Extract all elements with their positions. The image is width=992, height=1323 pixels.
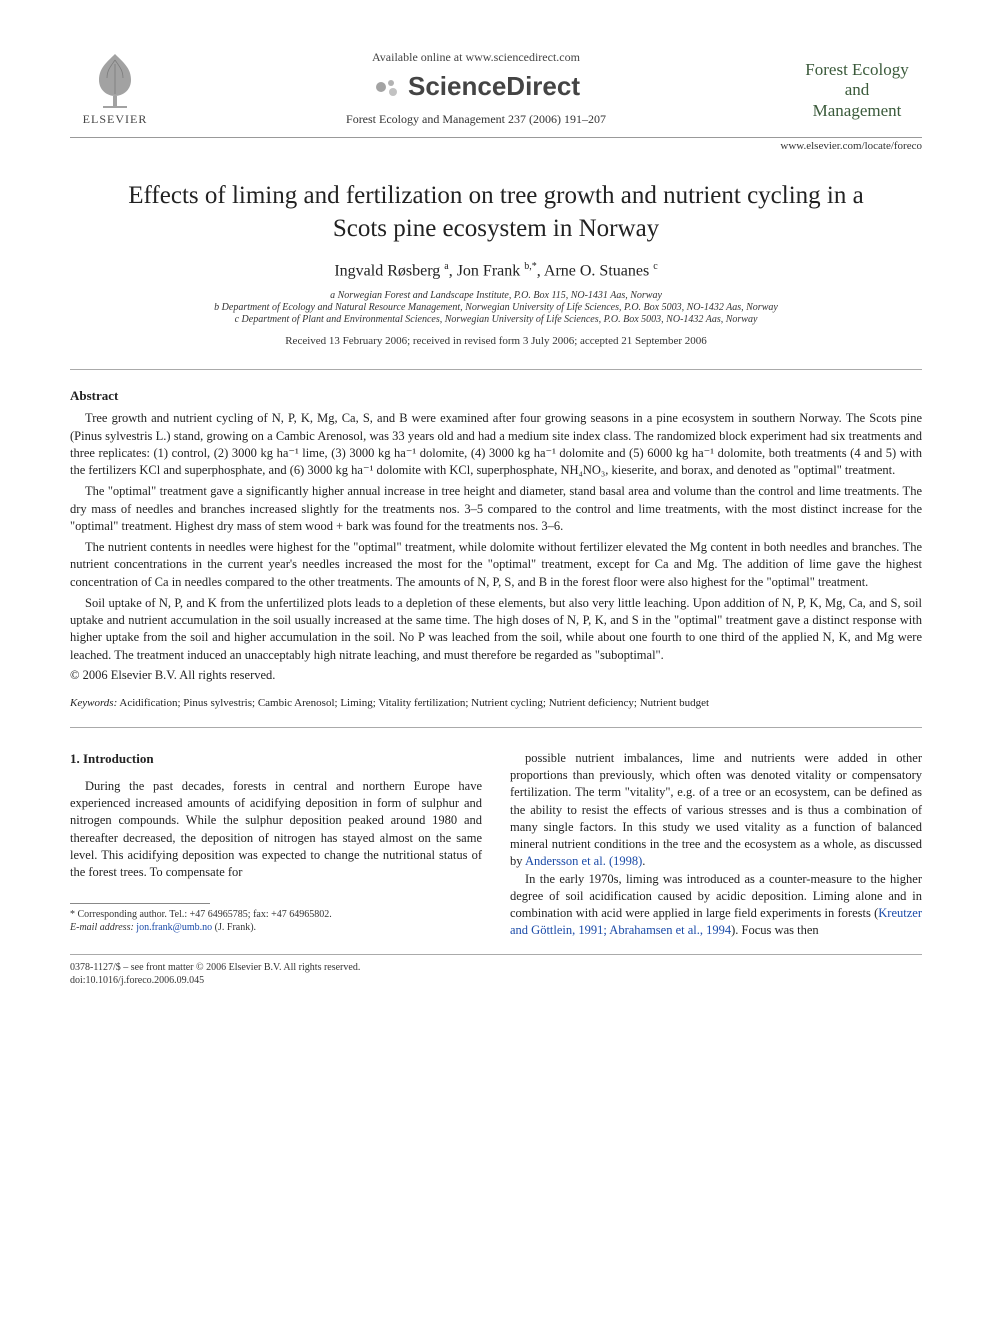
column-right: possible nutrient imbalances, lime and n… xyxy=(510,750,922,940)
abstract-body: Tree growth and nutrient cycling of N, P… xyxy=(70,410,922,664)
keywords-line: Keywords: Acidification; Pinus sylvestri… xyxy=(70,697,922,709)
intro-para-right-2-post: ). Focus was then xyxy=(731,923,819,937)
intro-para-right-2: In the early 1970s, liming was introduce… xyxy=(510,871,922,940)
intro-para-right-2-pre: In the early 1970s, liming was introduce… xyxy=(510,872,922,921)
sciencedirect-label: ScienceDirect xyxy=(408,71,580,102)
abstract-top-rule xyxy=(70,369,922,370)
footnote-email-link[interactable]: jon.frank@umb.no xyxy=(136,922,212,933)
available-online-text: Available online at www.sciencedirect.co… xyxy=(160,50,792,65)
paper-page: ELSEVIER Available online at www.science… xyxy=(0,0,992,1027)
journal-logo-line2: and xyxy=(792,80,922,100)
intro-para-right-1-text: possible nutrient imbalances, lime and n… xyxy=(510,751,922,869)
keywords-text: Acidification; Pinus sylvestris; Cambic … xyxy=(119,697,709,709)
elsevier-logo-block: ELSEVIER xyxy=(70,50,160,127)
journal-logo-line3: Management xyxy=(792,101,922,121)
footnote-corresponding: * Corresponding author. Tel.: +47 649657… xyxy=(70,908,482,921)
doi-line: doi:10.1016/j.foreco.2006.09.045 xyxy=(70,974,922,987)
elsevier-tree-icon xyxy=(85,50,145,110)
intro-para-right-1-tail: . xyxy=(642,854,645,868)
column-left: 1. Introduction During the past decades,… xyxy=(70,750,482,940)
affiliation-c: c Department of Plant and Environmental … xyxy=(70,314,922,325)
header-rule xyxy=(70,137,922,138)
intro-para-right-1: possible nutrient imbalances, lime and n… xyxy=(510,750,922,871)
copyright-line: © 2006 Elsevier B.V. All rights reserved… xyxy=(70,668,922,683)
sciencedirect-block: ScienceDirect xyxy=(160,71,792,102)
footnote-rule xyxy=(70,903,210,904)
affiliation-a: a Norwegian Forest and Landscape Institu… xyxy=(70,290,922,301)
abstract-para-1: Tree growth and nutrient cycling of N, P… xyxy=(70,410,922,479)
keywords-label: Keywords: xyxy=(70,697,117,709)
bottom-info-block: 0378-1127/$ – see front matter © 2006 El… xyxy=(70,961,922,987)
issn-line: 0378-1127/$ – see front matter © 2006 El… xyxy=(70,961,922,974)
footnote-block: * Corresponding author. Tel.: +47 649657… xyxy=(70,908,482,934)
abstract-para-3: The nutrient contents in needles were hi… xyxy=(70,539,922,591)
body-columns: 1. Introduction During the past decades,… xyxy=(70,750,922,940)
header-center: Available online at www.sciencedirect.co… xyxy=(160,50,792,131)
intro-para-left: During the past decades, forests in cent… xyxy=(70,778,482,882)
journal-reference: Forest Ecology and Management 237 (2006)… xyxy=(160,112,792,127)
elsevier-label: ELSEVIER xyxy=(83,112,148,127)
journal-logo-block: Forest Ecology and Management xyxy=(792,50,922,121)
footnote-email-line: E-mail address: jon.frank@umb.no (J. Fra… xyxy=(70,921,482,934)
authors-line: Ingvald Røsberg a, Jon Frank b,*, Arne O… xyxy=(70,261,922,280)
affiliation-b: b Department of Ecology and Natural Reso… xyxy=(70,302,922,313)
section-1-heading: 1. Introduction xyxy=(70,750,482,768)
sciencedirect-icon xyxy=(372,72,402,102)
footnote-email-label: E-mail address: xyxy=(70,922,134,933)
journal-logo-line1: Forest Ecology xyxy=(792,60,922,80)
journal-url: www.elsevier.com/locate/foreco xyxy=(70,140,922,152)
footnote-email-suffix: (J. Frank). xyxy=(215,922,256,933)
article-dates: Received 13 February 2006; received in r… xyxy=(70,335,922,347)
abstract-bottom-rule xyxy=(70,727,922,728)
header-row: ELSEVIER Available online at www.science… xyxy=(70,50,922,131)
bottom-rule xyxy=(70,954,922,955)
ref-link-andersson[interactable]: Andersson et al. (1998) xyxy=(525,854,642,868)
article-title: Effects of liming and fertilization on t… xyxy=(110,180,882,245)
abstract-para-4: Soil uptake of N, P, and K from the unfe… xyxy=(70,595,922,664)
abstract-para-2: The "optimal" treatment gave a significa… xyxy=(70,483,922,535)
abstract-heading: Abstract xyxy=(70,388,922,404)
